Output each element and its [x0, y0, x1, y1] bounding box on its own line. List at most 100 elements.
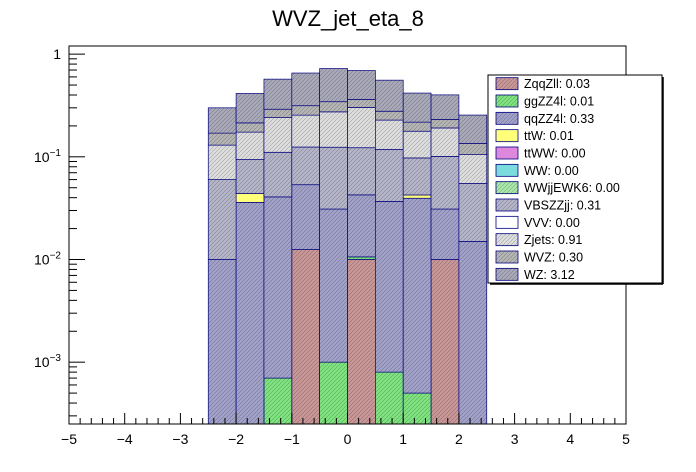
bar-s7-b3 [291, 72, 320, 107]
bar-s4-b6 [375, 149, 404, 202]
bar-s3-b1 [235, 193, 265, 203]
bar-s7-b5 [347, 70, 376, 100]
bar-s6-b2 [263, 108, 293, 118]
bar-s5-b7 [402, 130, 432, 159]
bar-s5-b0 [207, 144, 237, 180]
x-tick-label: −5 [61, 431, 77, 447]
y-tick-label: 10−3 [34, 353, 61, 370]
bar-s2-b0 [207, 259, 237, 425]
bar-s2-b3 [291, 184, 320, 250]
bar-s7-b6 [375, 79, 404, 112]
x-tick-label: −1 [284, 431, 300, 447]
bar-s0-b3 [291, 249, 320, 425]
legend-label: ZqqZll: 0.03 [524, 77, 590, 91]
legend-swatch [495, 163, 519, 177]
y-tick-label: 10−1 [34, 148, 61, 165]
legend-label: ttWW: 0.00 [524, 147, 586, 161]
legend-label: VBSZZjj: 0.31 [524, 199, 601, 213]
bar-s7-b9 [458, 114, 488, 144]
legend-swatch-hatch [496, 112, 518, 125]
bar-s4-b2 [263, 151, 293, 198]
bar-s1-b5 [347, 256, 376, 260]
bar-s6-b6 [375, 110, 404, 121]
bar-s5-b2 [263, 117, 293, 153]
bar-s2-b2 [263, 196, 293, 379]
bar-s4-b4 [319, 146, 348, 210]
legend-label: ttW: 0.01 [524, 129, 574, 143]
legend-swatch [495, 129, 519, 143]
legend-swatch [495, 146, 519, 160]
bar-s4-b1 [235, 159, 265, 194]
bar-s5-b6 [375, 119, 404, 150]
bar-s5-b4 [319, 111, 348, 148]
legend-swatch-hatch [496, 95, 518, 107]
bar-s7-b4 [319, 68, 348, 103]
bar-s5-b9 [458, 154, 488, 184]
bar-s0-b8 [430, 259, 460, 425]
bar-s6-b8 [430, 119, 460, 129]
legend-label: ggZZ4l: 0.01 [524, 95, 594, 109]
y-axis: 10−3 10−2 10−1 1 [34, 46, 85, 417]
y-tick-label: 1 [53, 46, 61, 62]
bar-s4-b5 [347, 147, 376, 196]
bar-s7-b0 [207, 107, 237, 134]
bar-s2-b9 [458, 241, 488, 425]
x-axis: −5 −4 −3 −2 −1 0 1 2 3 4 5 [61, 413, 630, 447]
bar-s3-b7 [402, 194, 432, 199]
bar-s2-b7 [402, 197, 432, 394]
chart-title: WVZ_jet_eta_8 [272, 6, 424, 31]
bar-s5-b8 [430, 127, 460, 157]
bar-s5-b1 [235, 131, 265, 160]
bar-s1-b7 [402, 392, 432, 425]
bar-s1-b2 [263, 377, 293, 425]
bar-s1-b4 [319, 361, 348, 425]
bar-s4-b0 [207, 179, 237, 260]
histogram-stack [207, 68, 488, 425]
bar-s7-b7 [402, 92, 432, 123]
legend-swatch-hatch [496, 77, 518, 90]
legend-label: WZ: 3.12 [524, 268, 575, 282]
bar-s7-b2 [263, 78, 293, 110]
bar-s2-b6 [375, 201, 404, 373]
legend-label: WW: 0.00 [524, 164, 579, 178]
bar-s0-b5 [347, 259, 376, 425]
x-tick-label: 4 [566, 431, 574, 447]
bar-s6-b5 [347, 99, 376, 108]
x-tick-label: 3 [511, 431, 519, 447]
bar-s4-b7 [402, 157, 432, 196]
bar-s1-b6 [375, 371, 404, 425]
legend-label: WVZ: 0.30 [524, 251, 583, 265]
bar-s6-b4 [319, 101, 348, 113]
legend-swatch-hatch [496, 233, 518, 246]
bar-s2-b8 [430, 208, 460, 260]
x-tick-label: −2 [228, 431, 244, 447]
x-tick-label: −4 [117, 431, 133, 447]
x-tick-label: 2 [455, 431, 463, 447]
bar-s6-b9 [458, 143, 488, 155]
bar-s6-b7 [402, 121, 432, 132]
legend-swatch-hatch [496, 251, 518, 263]
legend-swatch-hatch [496, 268, 518, 281]
x-tick-label: 0 [344, 431, 352, 447]
legend-swatch-hatch [496, 199, 518, 211]
x-tick-label: 5 [622, 431, 630, 447]
bar-s5-b3 [291, 114, 320, 148]
bar-s6-b3 [291, 105, 320, 116]
bar-s6-b0 [207, 132, 237, 146]
x-tick-label: 1 [399, 431, 407, 447]
bar-s5-b5 [347, 107, 376, 149]
legend-swatch-hatch [496, 181, 518, 194]
legend-label: Zjets: 0.91 [524, 233, 582, 247]
bar-s2-b1 [235, 202, 265, 425]
legend: ZqqZll: 0.03 ggZZ4l: 0.01 qqZZ4l: 0.33 ttW:… [487, 74, 664, 285]
bar-s4-b3 [291, 146, 320, 186]
bar-s2-b5 [347, 194, 376, 258]
legend-label: qqZZ4l: 0.33 [524, 112, 594, 126]
legend-label: VVV: 0.00 [524, 216, 580, 230]
legend-label: WWjjEWK6: 0.00 [524, 181, 620, 195]
bar-s4-b8 [430, 156, 460, 210]
bar-s6-b1 [235, 122, 265, 133]
legend-box [487, 74, 663, 284]
legend-swatch [495, 215, 519, 229]
